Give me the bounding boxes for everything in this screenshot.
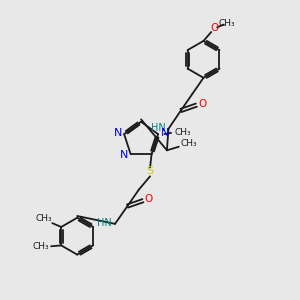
Text: N: N bbox=[160, 128, 169, 139]
Text: HN: HN bbox=[97, 218, 112, 228]
Text: CH₃: CH₃ bbox=[219, 19, 236, 28]
Text: S: S bbox=[146, 166, 154, 176]
Text: CH₃: CH₃ bbox=[33, 242, 50, 251]
Text: O: O bbox=[211, 23, 219, 33]
Text: O: O bbox=[198, 99, 206, 109]
Text: N: N bbox=[120, 150, 128, 160]
Text: CH₃: CH₃ bbox=[35, 214, 52, 223]
Text: HN: HN bbox=[151, 123, 166, 133]
Text: O: O bbox=[145, 194, 153, 205]
Text: CH₃: CH₃ bbox=[180, 139, 197, 148]
Text: CH₃: CH₃ bbox=[174, 128, 191, 137]
Text: N: N bbox=[113, 128, 122, 139]
